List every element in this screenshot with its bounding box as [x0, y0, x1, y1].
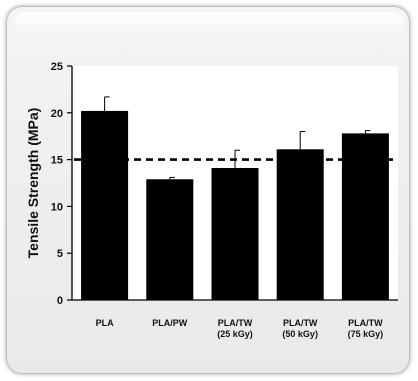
- bar: [276, 149, 324, 300]
- y-tick-label: 0: [57, 295, 63, 307]
- y-tick-label: 10: [51, 201, 63, 213]
- y-tick-label: 5: [57, 248, 63, 260]
- x-category-label: PLA/TW: [218, 318, 253, 328]
- x-category-label: PLA/TW: [283, 318, 318, 328]
- y-tick-label: 20: [51, 108, 63, 120]
- bar: [81, 110, 129, 300]
- x-category-label: PLA: [96, 318, 115, 328]
- y-tick-label: 25: [51, 61, 63, 73]
- x-category-label: PLA/PW: [152, 318, 188, 328]
- bar: [146, 179, 194, 300]
- y-axis-title: Tensile Strength (MPa): [25, 108, 41, 259]
- y-tick-label: 15: [51, 155, 63, 167]
- bar: [211, 168, 259, 300]
- x-category-label: (25 kGy): [217, 329, 253, 339]
- x-category-label: (75 kGy): [348, 329, 384, 339]
- bar: [341, 133, 389, 300]
- x-category-label: PLA/TW: [348, 318, 383, 328]
- x-category-label: (50 kGy): [282, 329, 318, 339]
